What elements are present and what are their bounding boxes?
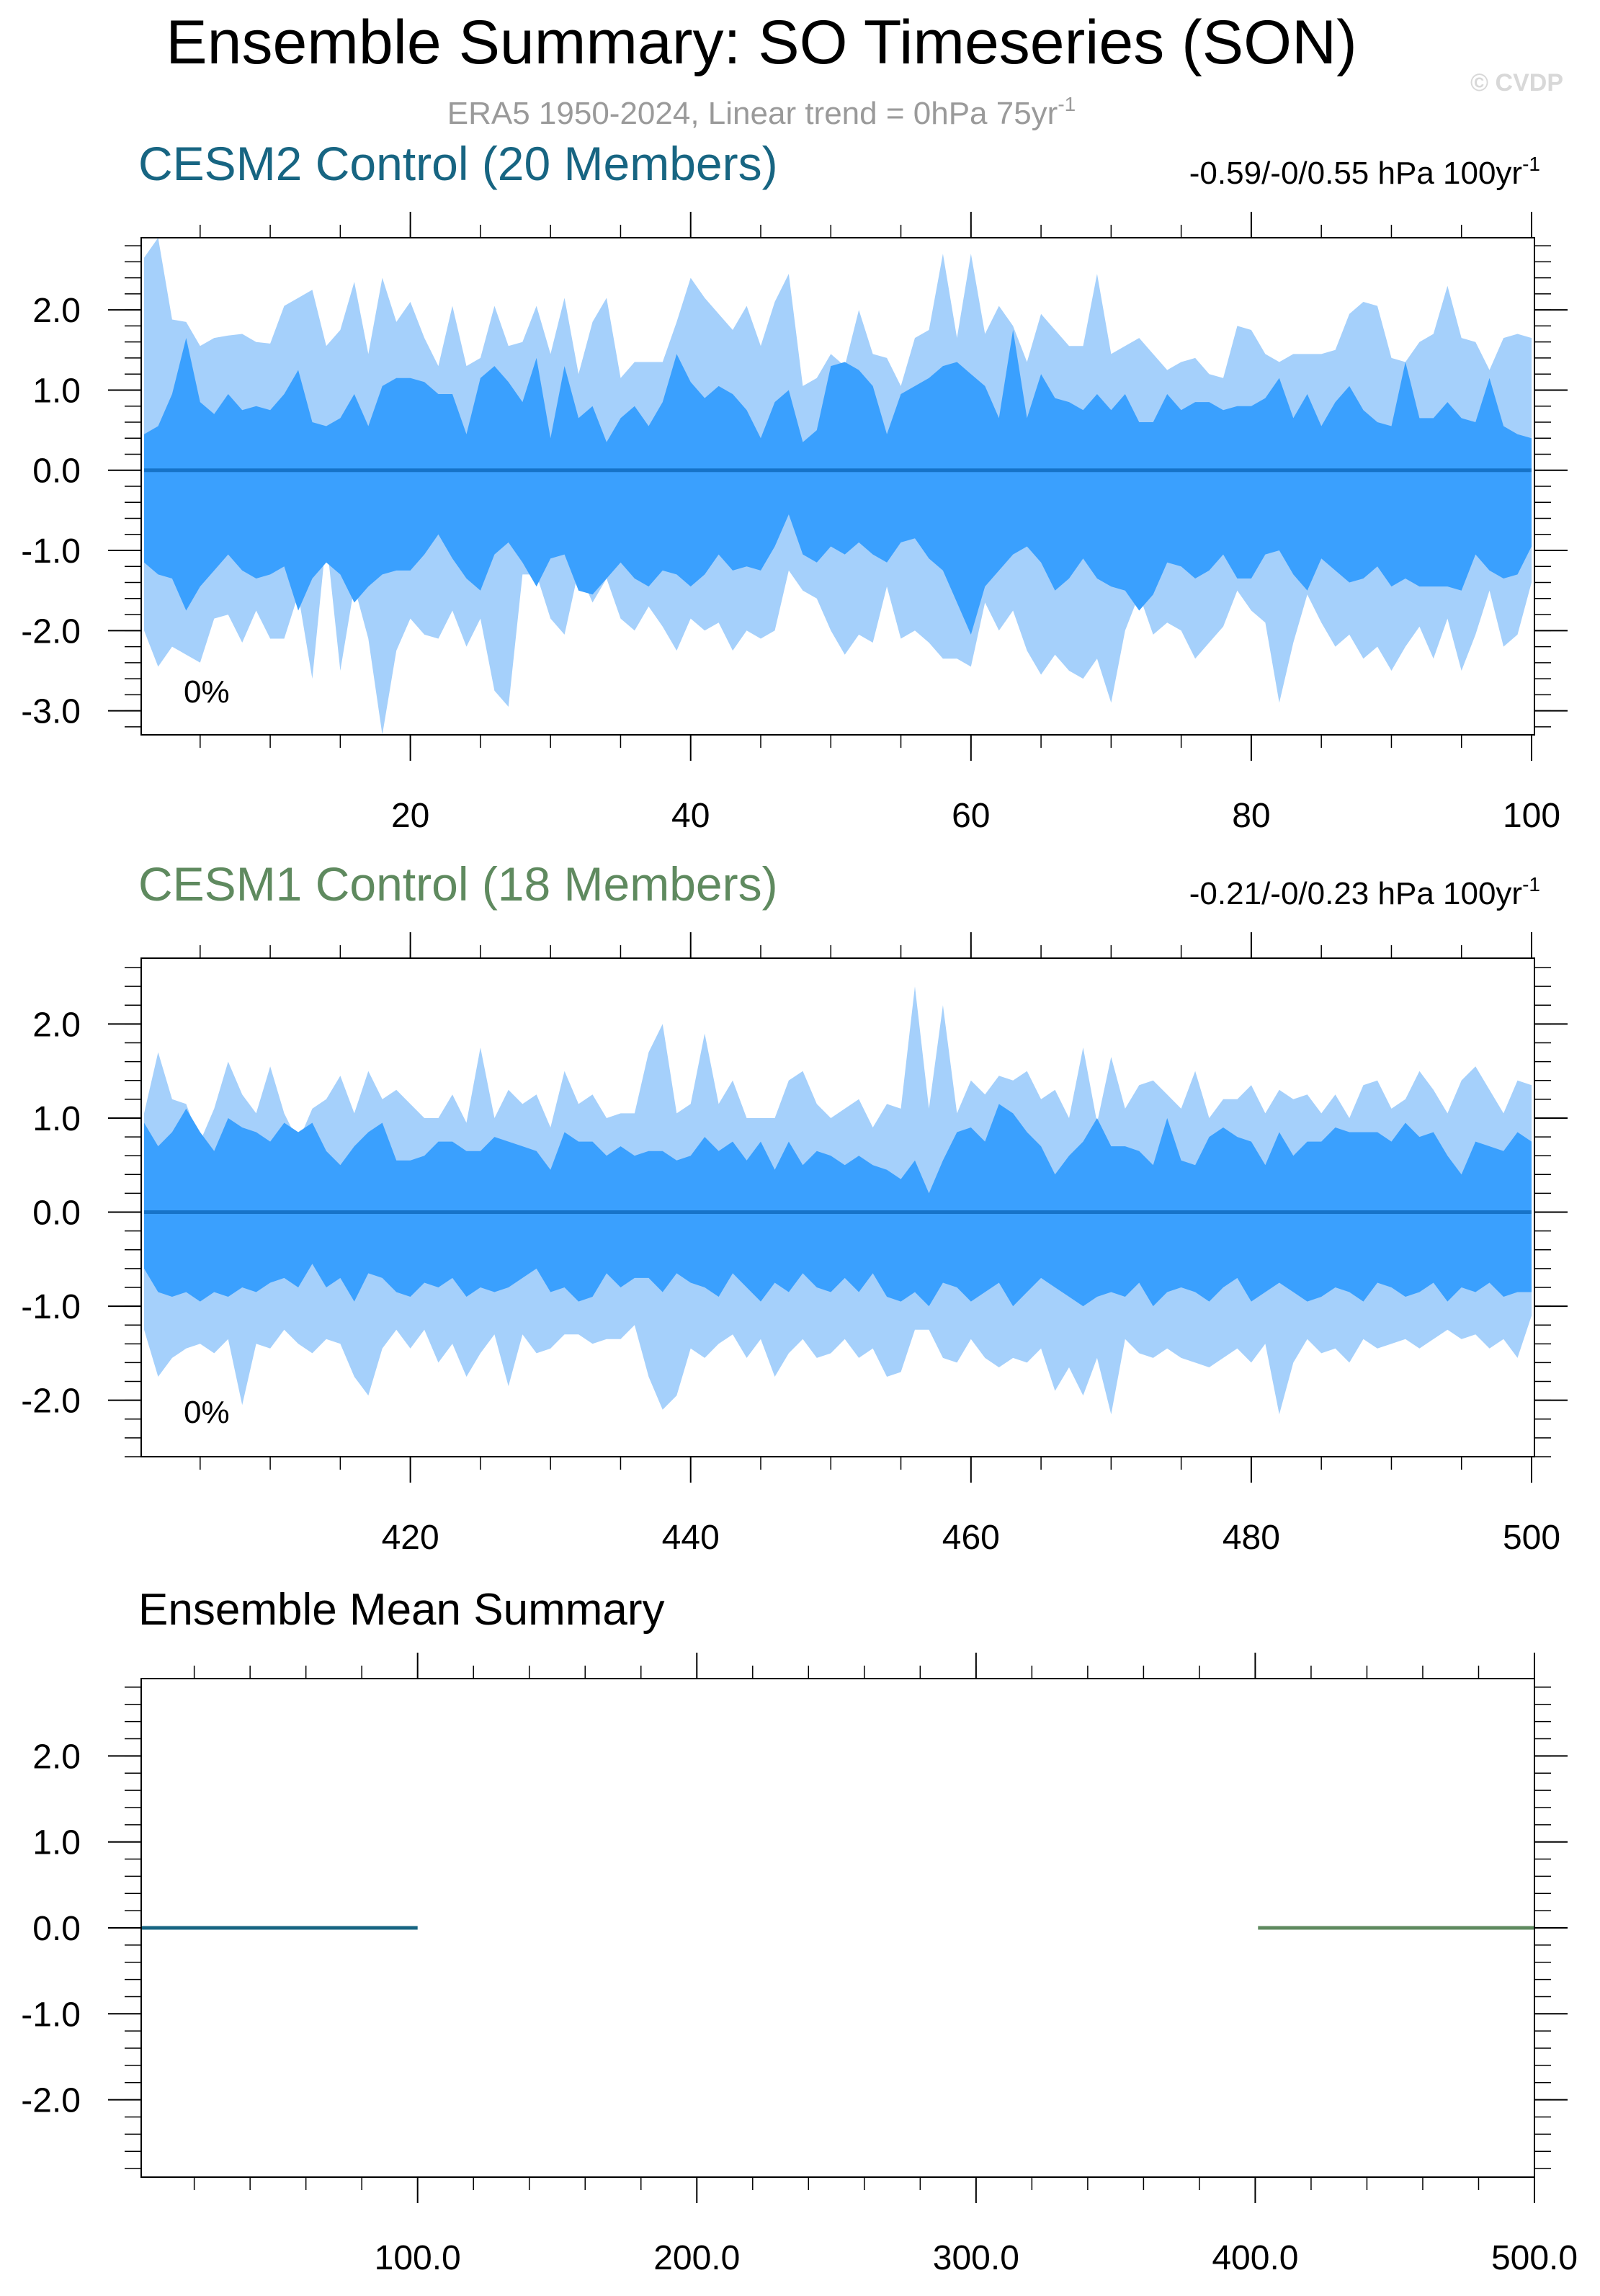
plot-area-cesm1: 420 440 460 480 500 2.0 1.0 0.0 -1.0 -2.0: [21, 932, 1568, 1557]
x-tick-label: 460: [942, 1519, 1000, 1557]
trend-label-cesm2: -0.59/-0/0.55 hPa 100yr-1: [1189, 153, 1540, 191]
y-tick-label: -3.0: [21, 693, 81, 731]
trend-sup-cesm1: -1: [1522, 873, 1540, 895]
y-tick-label: -1.0: [21, 532, 81, 571]
trend-text-cesm2: -0.59/-0/0.55 hPa 100yr: [1189, 156, 1522, 191]
x-tick-label: 200.0: [653, 2239, 740, 2277]
x-tick-label: 500.0: [1491, 2239, 1578, 2277]
x-tick-label: 100: [1503, 797, 1560, 835]
annotation-cesm2: 0%: [184, 674, 230, 710]
plot-frame: [140, 957, 1535, 1457]
trend-label-cesm1: -0.21/-0/0.23 hPa 100yr-1: [1189, 873, 1540, 911]
x-tick-label: 60: [952, 797, 990, 835]
panel-title-cesm2: CESM2 Control (20 Members): [138, 137, 778, 190]
y-tick-label: 2.0: [32, 292, 81, 330]
inner-range-band: [144, 1104, 1532, 1307]
y-tick-label: 0.0: [32, 1194, 81, 1233]
x-tick-label: 480: [1223, 1519, 1280, 1557]
x-tick-label: 440: [662, 1519, 720, 1557]
y-tick-label: 2.0: [32, 1006, 81, 1044]
panel-title-cesm1: CESM1 Control (18 Members): [138, 857, 778, 911]
x-tick-label: 300.0: [933, 2239, 1019, 2277]
panel-cesm2: CESM2 Control (20 Members) -0.59/-0/0.55…: [21, 137, 1568, 835]
plot-area-cesm2: 20 40 60 80 100 2.0 1.0 0.0 -1.0 -2.0 -3.0: [21, 212, 1568, 835]
y-tick-label: 0.0: [32, 452, 81, 491]
trend-text-cesm1: -0.21/-0/0.23 hPa 100yr: [1189, 876, 1522, 911]
x-tick-label: 20: [391, 797, 429, 835]
y-tick-label: 2.0: [32, 1738, 81, 1776]
x-tick-label: 80: [1232, 797, 1270, 835]
subtitle-text: ERA5 1950-2024, Linear trend = 0hPa 75yr: [447, 96, 1058, 131]
y-tick-label: 1.0: [32, 1100, 81, 1138]
x-tick-label: 420: [382, 1519, 439, 1557]
inner-range-band: [144, 330, 1532, 635]
watermark: © CVDP: [1470, 69, 1563, 97]
y-tick-label: -1.0: [21, 1288, 81, 1326]
y-tick-label: -2.0: [21, 2082, 81, 2120]
x-tick-label: 100.0: [375, 2239, 461, 2277]
y-tick-label: -2.0: [21, 1382, 81, 1421]
figure-subtitle: ERA5 1950-2024, Linear trend = 0hPa 75yr…: [447, 93, 1076, 131]
x-tick-label: 500: [1503, 1519, 1560, 1557]
panel-cesm1: CESM1 Control (18 Members) -0.21/-0/0.23…: [21, 857, 1568, 1557]
y-tick-label: -1.0: [21, 1996, 81, 2034]
figure-title: Ensemble Summary: SO Timeseries (SON): [166, 8, 1357, 77]
x-tick-label: 40: [671, 797, 710, 835]
annotation-cesm1: 0%: [184, 1395, 230, 1430]
subtitle-superscript: -1: [1058, 93, 1076, 115]
y-tick-label: 1.0: [32, 372, 81, 410]
plot-area-mean-summary: 100.0 200.0 300.0 400.0 500.0 2.0 1.0 0.0 -1.0 -2…: [21, 1653, 1578, 2277]
y-tick-label: 1.0: [32, 1824, 81, 1862]
y-tick-label: -2.0: [21, 612, 81, 651]
x-tick-label: 400.0: [1212, 2239, 1298, 2277]
panel-title-mean-summary: Ensemble Mean Summary: [138, 1585, 665, 1635]
panel-mean-summary: Ensemble Mean Summary 100.0 200.0 300.0 400…: [21, 1585, 1578, 2277]
trend-sup-cesm2: -1: [1522, 153, 1540, 175]
y-tick-label: 0.0: [32, 1910, 81, 1948]
